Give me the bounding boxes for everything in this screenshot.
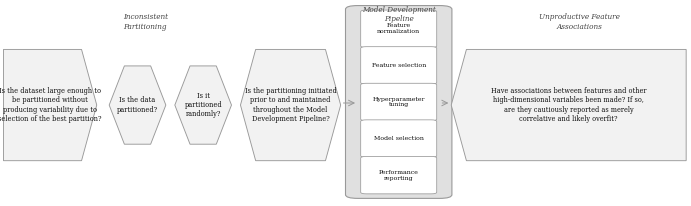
Text: Unproductive Feature
Associations: Unproductive Feature Associations <box>538 13 620 30</box>
Polygon shape <box>3 49 97 161</box>
FancyBboxPatch shape <box>346 6 452 198</box>
Text: Have associations between features and other
high-dimensional variables been mad: Have associations between features and o… <box>491 87 647 123</box>
Text: Model Development
Pipeline: Model Development Pipeline <box>363 6 436 23</box>
Polygon shape <box>109 66 166 144</box>
Text: Is it
partitioned
randomly?: Is it partitioned randomly? <box>184 92 222 118</box>
Polygon shape <box>175 66 231 144</box>
Polygon shape <box>451 49 686 161</box>
FancyBboxPatch shape <box>361 47 437 84</box>
FancyBboxPatch shape <box>361 120 437 157</box>
Text: Performance
reporting: Performance reporting <box>379 170 419 180</box>
Text: Hyperparameter
tuning: Hyperparameter tuning <box>372 97 425 107</box>
FancyBboxPatch shape <box>361 83 437 121</box>
Text: Feature selection: Feature selection <box>372 63 426 68</box>
FancyBboxPatch shape <box>361 10 437 48</box>
Text: Is the partitioning initiated
prior to and maintained
throughout the Model
Devel: Is the partitioning initiated prior to a… <box>245 87 337 123</box>
Text: Feature
normalization: Feature normalization <box>377 23 420 34</box>
Polygon shape <box>240 49 341 161</box>
Text: Is the data
partitioned?: Is the data partitioned? <box>117 96 158 114</box>
Text: Inconsistent
Partitioning: Inconsistent Partitioning <box>122 13 168 30</box>
FancyBboxPatch shape <box>361 156 437 194</box>
Text: Is the dataset large enough to
be partitioned without
producing variability due : Is the dataset large enough to be partit… <box>0 87 102 123</box>
Text: Model selection: Model selection <box>374 136 424 141</box>
